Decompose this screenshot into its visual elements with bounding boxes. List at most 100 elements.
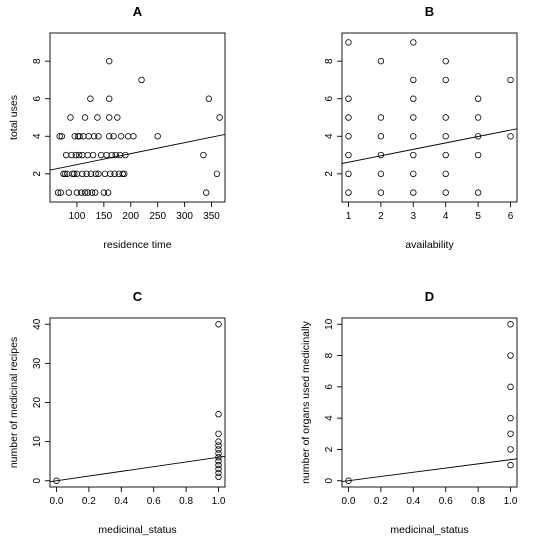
y-tick-label: 2 <box>324 171 335 177</box>
data-point <box>474 95 482 102</box>
data-point <box>377 57 385 65</box>
data-point <box>215 411 222 418</box>
data-point <box>442 114 449 121</box>
data-point <box>215 321 222 328</box>
data-point <box>442 170 449 178</box>
data-point <box>87 170 95 178</box>
data-point <box>215 461 222 469</box>
data-point <box>377 170 385 178</box>
panel-title: C <box>133 289 143 304</box>
data-point <box>474 114 482 121</box>
data-point <box>130 133 137 140</box>
data-point <box>73 189 81 196</box>
data-point <box>110 133 117 140</box>
x-tick-label: 0.6 <box>439 496 453 507</box>
data-point <box>442 76 449 84</box>
data-point <box>81 114 89 121</box>
data-point <box>345 133 352 140</box>
data-point <box>377 133 385 140</box>
data-point <box>410 95 417 102</box>
data-point <box>507 133 514 140</box>
y-tick-label: 0 <box>324 478 335 484</box>
data-point <box>507 321 514 328</box>
data-point <box>101 170 109 178</box>
data-point <box>87 95 94 102</box>
y-tick-label: 10 <box>324 318 335 330</box>
x-tick-label: 350 <box>203 211 220 222</box>
data-point <box>100 189 108 196</box>
data-point <box>474 189 482 196</box>
y-tick-label: 8 <box>324 58 335 64</box>
data-point <box>410 76 417 84</box>
data-point <box>76 133 83 140</box>
data-point <box>106 133 113 140</box>
y-tick-label: 0 <box>32 478 43 484</box>
y-axis-label: number of medicinal recipes <box>8 337 20 468</box>
x-tick-label: 100 <box>69 211 86 222</box>
data-point <box>507 352 514 359</box>
data-point <box>215 469 222 477</box>
x-axis-label: medicinal_status <box>390 524 468 536</box>
regression-line <box>342 458 517 482</box>
data-point <box>71 133 78 140</box>
data-points <box>53 321 222 484</box>
data-point <box>88 189 96 196</box>
y-tick-label: 8 <box>324 352 335 358</box>
data-point <box>94 114 101 121</box>
x-tick-label: 4 <box>443 211 449 222</box>
data-point <box>71 170 78 178</box>
x-tick-label: 250 <box>149 211 166 222</box>
data-point <box>67 114 74 121</box>
data-point <box>72 151 80 159</box>
y-tick-label: 2 <box>32 171 43 177</box>
data-point <box>215 450 222 457</box>
panel-b: B 1 2 3 4 5 6 2 4 6 8 availability <box>324 4 518 251</box>
data-point <box>58 133 66 140</box>
data-point <box>213 170 221 178</box>
data-point <box>202 189 210 196</box>
data-point <box>410 189 417 196</box>
data-point <box>78 189 85 196</box>
data-point <box>215 473 222 481</box>
plot-frame <box>49 32 226 203</box>
y-axis-label: number of organs used medicinally <box>300 320 312 484</box>
y-tick-label: 40 <box>32 318 43 330</box>
data-point <box>345 39 352 46</box>
data-point <box>106 95 113 102</box>
data-point <box>61 170 69 178</box>
data-points <box>345 39 514 196</box>
data-point <box>507 430 514 437</box>
x-axis-label: availability <box>405 239 454 251</box>
x-tick-label: 5 <box>475 211 481 222</box>
panel-title: A <box>133 4 143 19</box>
data-point <box>92 170 99 178</box>
y-tick-label: 30 <box>32 357 43 369</box>
data-point <box>345 114 352 121</box>
x-tick-label: 0.4 <box>114 496 128 507</box>
panel-a: A 100 150 200 250 300 350 2 4 6 8 residence time tot… <box>8 4 226 251</box>
panel-c: C 0.0 0.2 0.4 0.6 0.8 1.0 0 10 20 30 40 medicinal_st… <box>8 289 226 536</box>
data-point <box>442 151 449 159</box>
data-point <box>200 151 207 159</box>
regression-line <box>50 455 225 483</box>
data-point <box>80 133 87 140</box>
data-point <box>97 151 105 159</box>
data-point <box>410 151 417 159</box>
data-points <box>54 57 223 196</box>
data-point <box>56 133 63 140</box>
data-point <box>68 151 75 159</box>
data-point <box>107 170 114 178</box>
x-tick-label: 0.8 <box>471 496 485 507</box>
data-point <box>345 151 352 159</box>
data-point <box>112 151 119 159</box>
data-point <box>106 114 113 121</box>
data-point <box>377 189 385 196</box>
regression-line <box>342 128 517 164</box>
data-point <box>215 457 222 465</box>
y-tick-label: 6 <box>324 384 335 390</box>
panel-title: B <box>425 4 434 19</box>
data-point <box>92 189 99 196</box>
data-point <box>507 76 514 84</box>
x-tick-label: 0.8 <box>179 496 193 507</box>
